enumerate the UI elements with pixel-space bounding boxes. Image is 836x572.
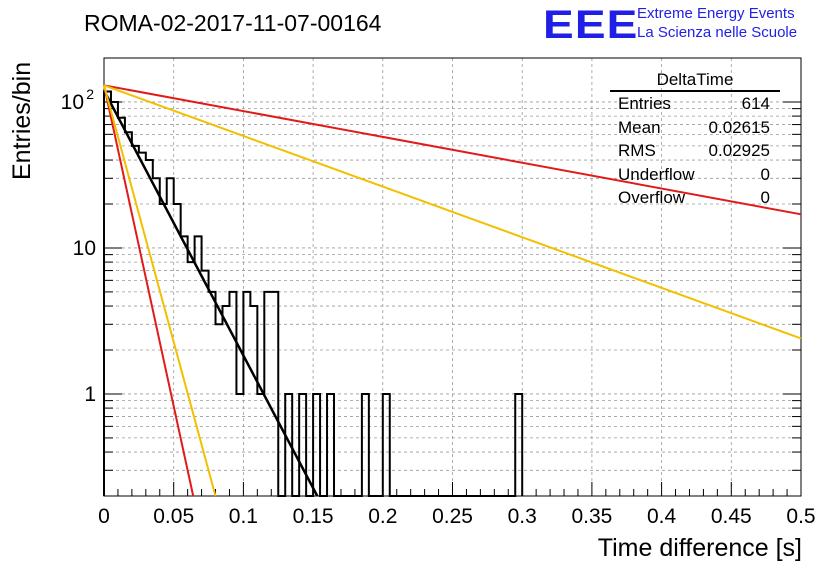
stats-value: 0 xyxy=(760,164,770,184)
y-tick-label-exponent: 2 xyxy=(86,86,94,102)
x-tick-label: 0.45 xyxy=(711,505,752,528)
logo-line-2: La Scienza nelle Scuole xyxy=(637,24,798,41)
x-tick-label: 0 xyxy=(98,505,110,528)
fit-line-3 xyxy=(103,84,802,340)
logo-caption: Extreme Energy Events La Scienza nelle S… xyxy=(637,4,797,42)
stats-label: RMS xyxy=(618,141,656,160)
x-tick-label: 0.1 xyxy=(229,505,258,528)
stats-value: 0.02925 xyxy=(708,141,770,160)
stats-row: Mean 0.02615 xyxy=(610,116,780,140)
fit-line-0 xyxy=(102,89,319,497)
eee-logo: EEE xyxy=(543,3,639,47)
y-tick-label: 1 xyxy=(84,383,96,406)
x-tick-label: 0.25 xyxy=(432,505,473,528)
stats-row: RMS 0.02925 xyxy=(610,139,780,163)
x-tick-label: 0.3 xyxy=(508,505,537,528)
stats-row: Underflow 0 xyxy=(610,163,780,187)
stats-row: Entries 614 xyxy=(610,92,780,116)
stats-title: DeltaTime xyxy=(610,70,780,92)
y-tick-label: 10 xyxy=(73,237,96,260)
stats-row: Overflow 0 xyxy=(610,186,780,210)
y-tick-label: 10 xyxy=(61,91,84,114)
stats-value: 0.02615 xyxy=(708,117,770,137)
y-axis-label: Entries/bin xyxy=(8,61,36,180)
stats-value: 614 xyxy=(741,94,770,113)
x-tick-label: 0.4 xyxy=(647,505,677,528)
x-tick-label: 0.05 xyxy=(153,505,194,528)
logo-line-1: Extreme Energy Events xyxy=(637,5,795,22)
fit-line-4 xyxy=(103,85,217,497)
x-tick-label: 0.5 xyxy=(786,505,815,528)
stats-label: Entries xyxy=(618,94,671,113)
fit-line-2 xyxy=(103,85,195,497)
x-tick-label: 0.2 xyxy=(368,505,397,528)
page-title: ROMA-02-2017-11-07-00164 xyxy=(84,10,382,36)
stats-label: Underflow xyxy=(618,164,695,184)
x-tick-label: 0.35 xyxy=(571,505,612,528)
fit-line-1 xyxy=(103,84,802,216)
stats-label: Mean xyxy=(618,117,661,137)
x-axis-label: Time difference [s] xyxy=(597,534,802,562)
stats-value: 0 xyxy=(760,188,770,207)
histogram-bars xyxy=(103,90,524,497)
x-tick-label: 0.15 xyxy=(293,505,334,528)
stats-label: Overflow xyxy=(618,188,686,207)
stats-box: DeltaTime Entries 614 Mean 0.02615 RMS 0.02… xyxy=(610,70,780,210)
